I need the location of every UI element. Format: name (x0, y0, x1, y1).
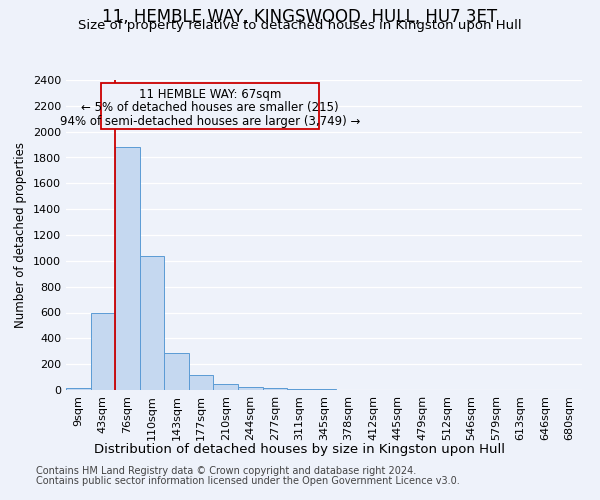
Bar (189, 375, 214, 390)
Text: 11 HEMBLE WAY: 67sqm: 11 HEMBLE WAY: 67sqm (139, 88, 281, 101)
Bar (140, 256, 164, 390)
Bar (66, 388, 91, 390)
Text: Distribution of detached houses by size in Kingston upon Hull: Distribution of detached houses by size … (95, 442, 505, 456)
Bar (115, 147, 140, 390)
Text: Size of property relative to detached houses in Kingston upon Hull: Size of property relative to detached ho… (78, 19, 522, 32)
Text: Contains HM Land Registry data © Crown copyright and database right 2024.: Contains HM Land Registry data © Crown c… (36, 466, 416, 476)
Text: 11, HEMBLE WAY, KINGSWOOD, HULL, HU7 3ET: 11, HEMBLE WAY, KINGSWOOD, HULL, HU7 3ET (103, 8, 497, 26)
Text: ← 5% of detached houses are smaller (215): ← 5% of detached houses are smaller (215… (81, 102, 339, 114)
Bar (263, 388, 287, 390)
Text: Contains public sector information licensed under the Open Government Licence v3: Contains public sector information licen… (36, 476, 460, 486)
Bar (287, 388, 312, 390)
Bar (214, 384, 238, 390)
FancyBboxPatch shape (101, 82, 319, 129)
Bar (238, 387, 263, 390)
Text: 94% of semi-detached houses are larger (3,749) →: 94% of semi-detached houses are larger (… (60, 115, 360, 128)
Y-axis label: Number of detached properties: Number of detached properties (14, 142, 28, 328)
Bar (164, 353, 189, 390)
Bar (91, 312, 115, 390)
